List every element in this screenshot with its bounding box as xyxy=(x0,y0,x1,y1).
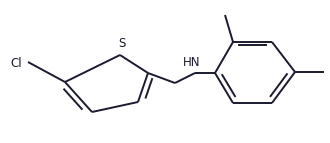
Text: S: S xyxy=(118,37,125,50)
Text: Cl: Cl xyxy=(10,56,22,69)
Text: HN: HN xyxy=(183,56,200,69)
